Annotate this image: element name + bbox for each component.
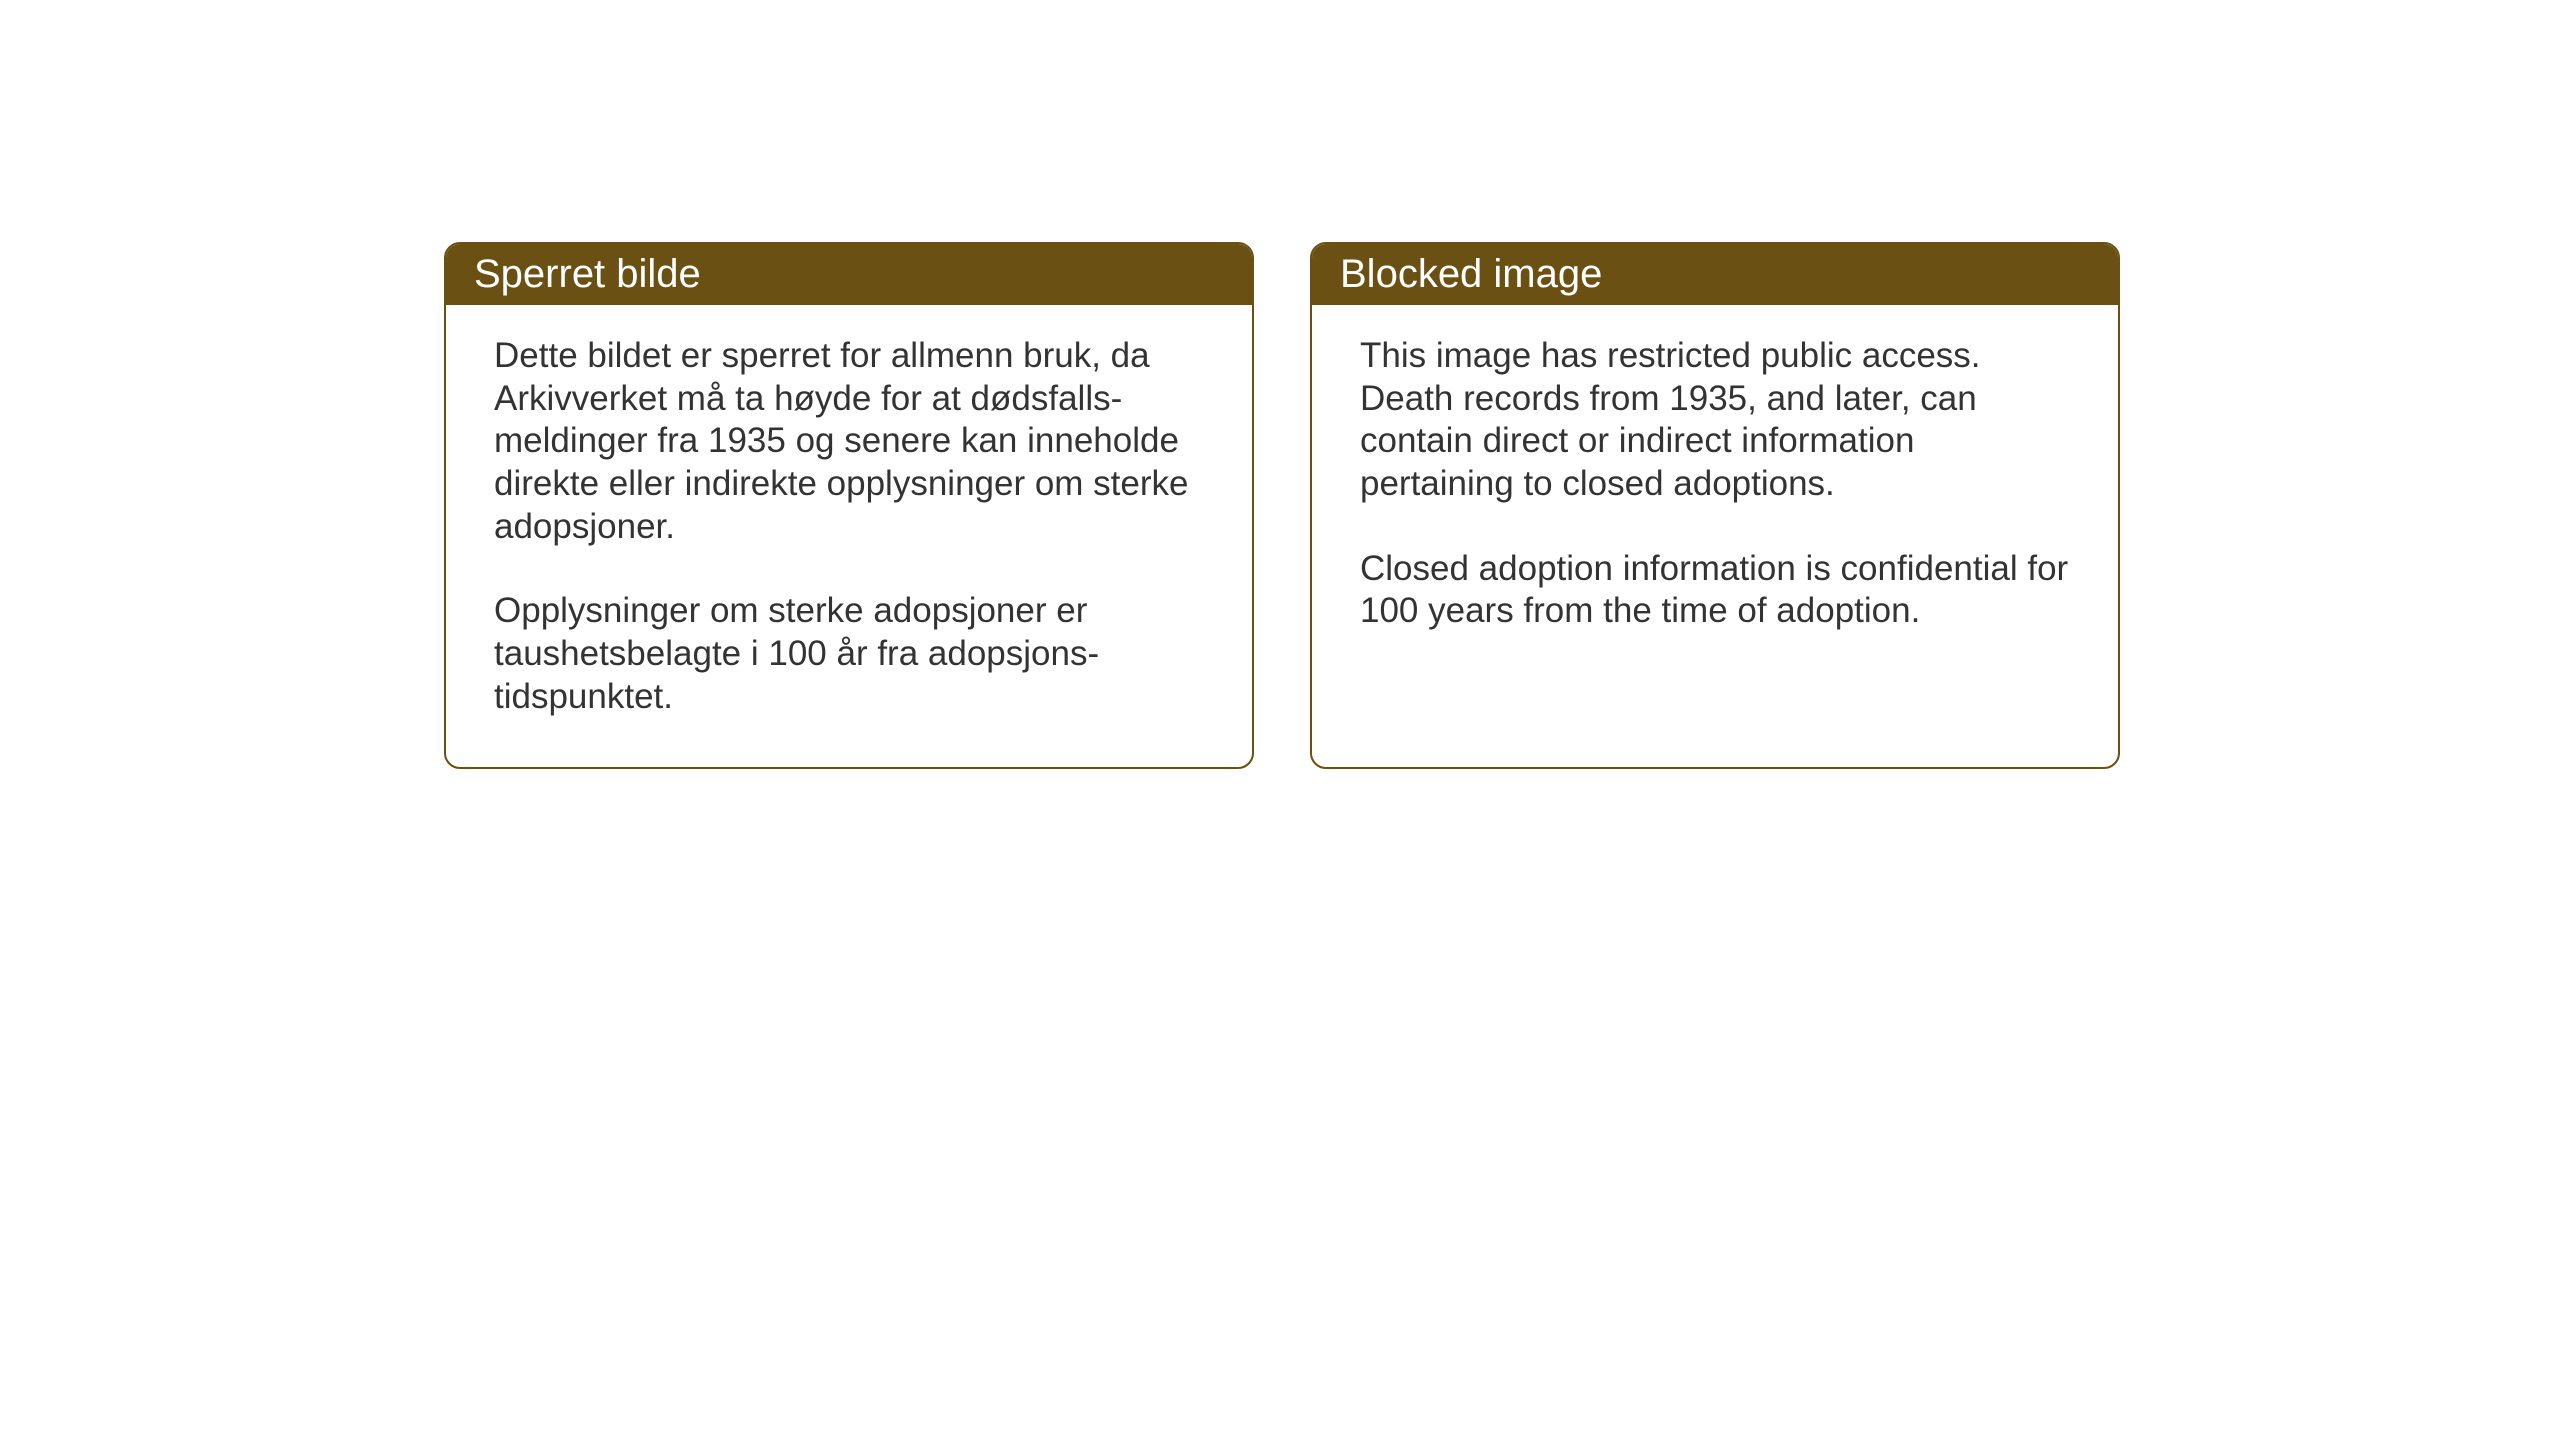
notice-paragraph-2-norwegian: Opplysninger om sterke adopsjoner er tau…	[494, 590, 1204, 718]
notice-body-norwegian: Dette bildet er sperret for allmenn bruk…	[446, 305, 1252, 767]
notice-paragraph-1-norwegian: Dette bildet er sperret for allmenn bruk…	[494, 335, 1204, 548]
notice-title-norwegian: Sperret bilde	[474, 252, 701, 296]
notice-paragraph-2-english: Closed adoption information is confident…	[1360, 548, 2070, 633]
notice-container: Sperret bilde Dette bildet er sperret fo…	[444, 242, 2120, 769]
notice-header-english: Blocked image	[1312, 244, 2118, 305]
notice-body-english: This image has restricted public access.…	[1312, 305, 2118, 755]
notice-header-norwegian: Sperret bilde	[446, 244, 1252, 305]
notice-title-english: Blocked image	[1340, 252, 1602, 296]
notice-box-norwegian: Sperret bilde Dette bildet er sperret fo…	[444, 242, 1254, 769]
notice-box-english: Blocked image This image has restricted …	[1310, 242, 2120, 769]
notice-paragraph-1-english: This image has restricted public access.…	[1360, 335, 2070, 506]
